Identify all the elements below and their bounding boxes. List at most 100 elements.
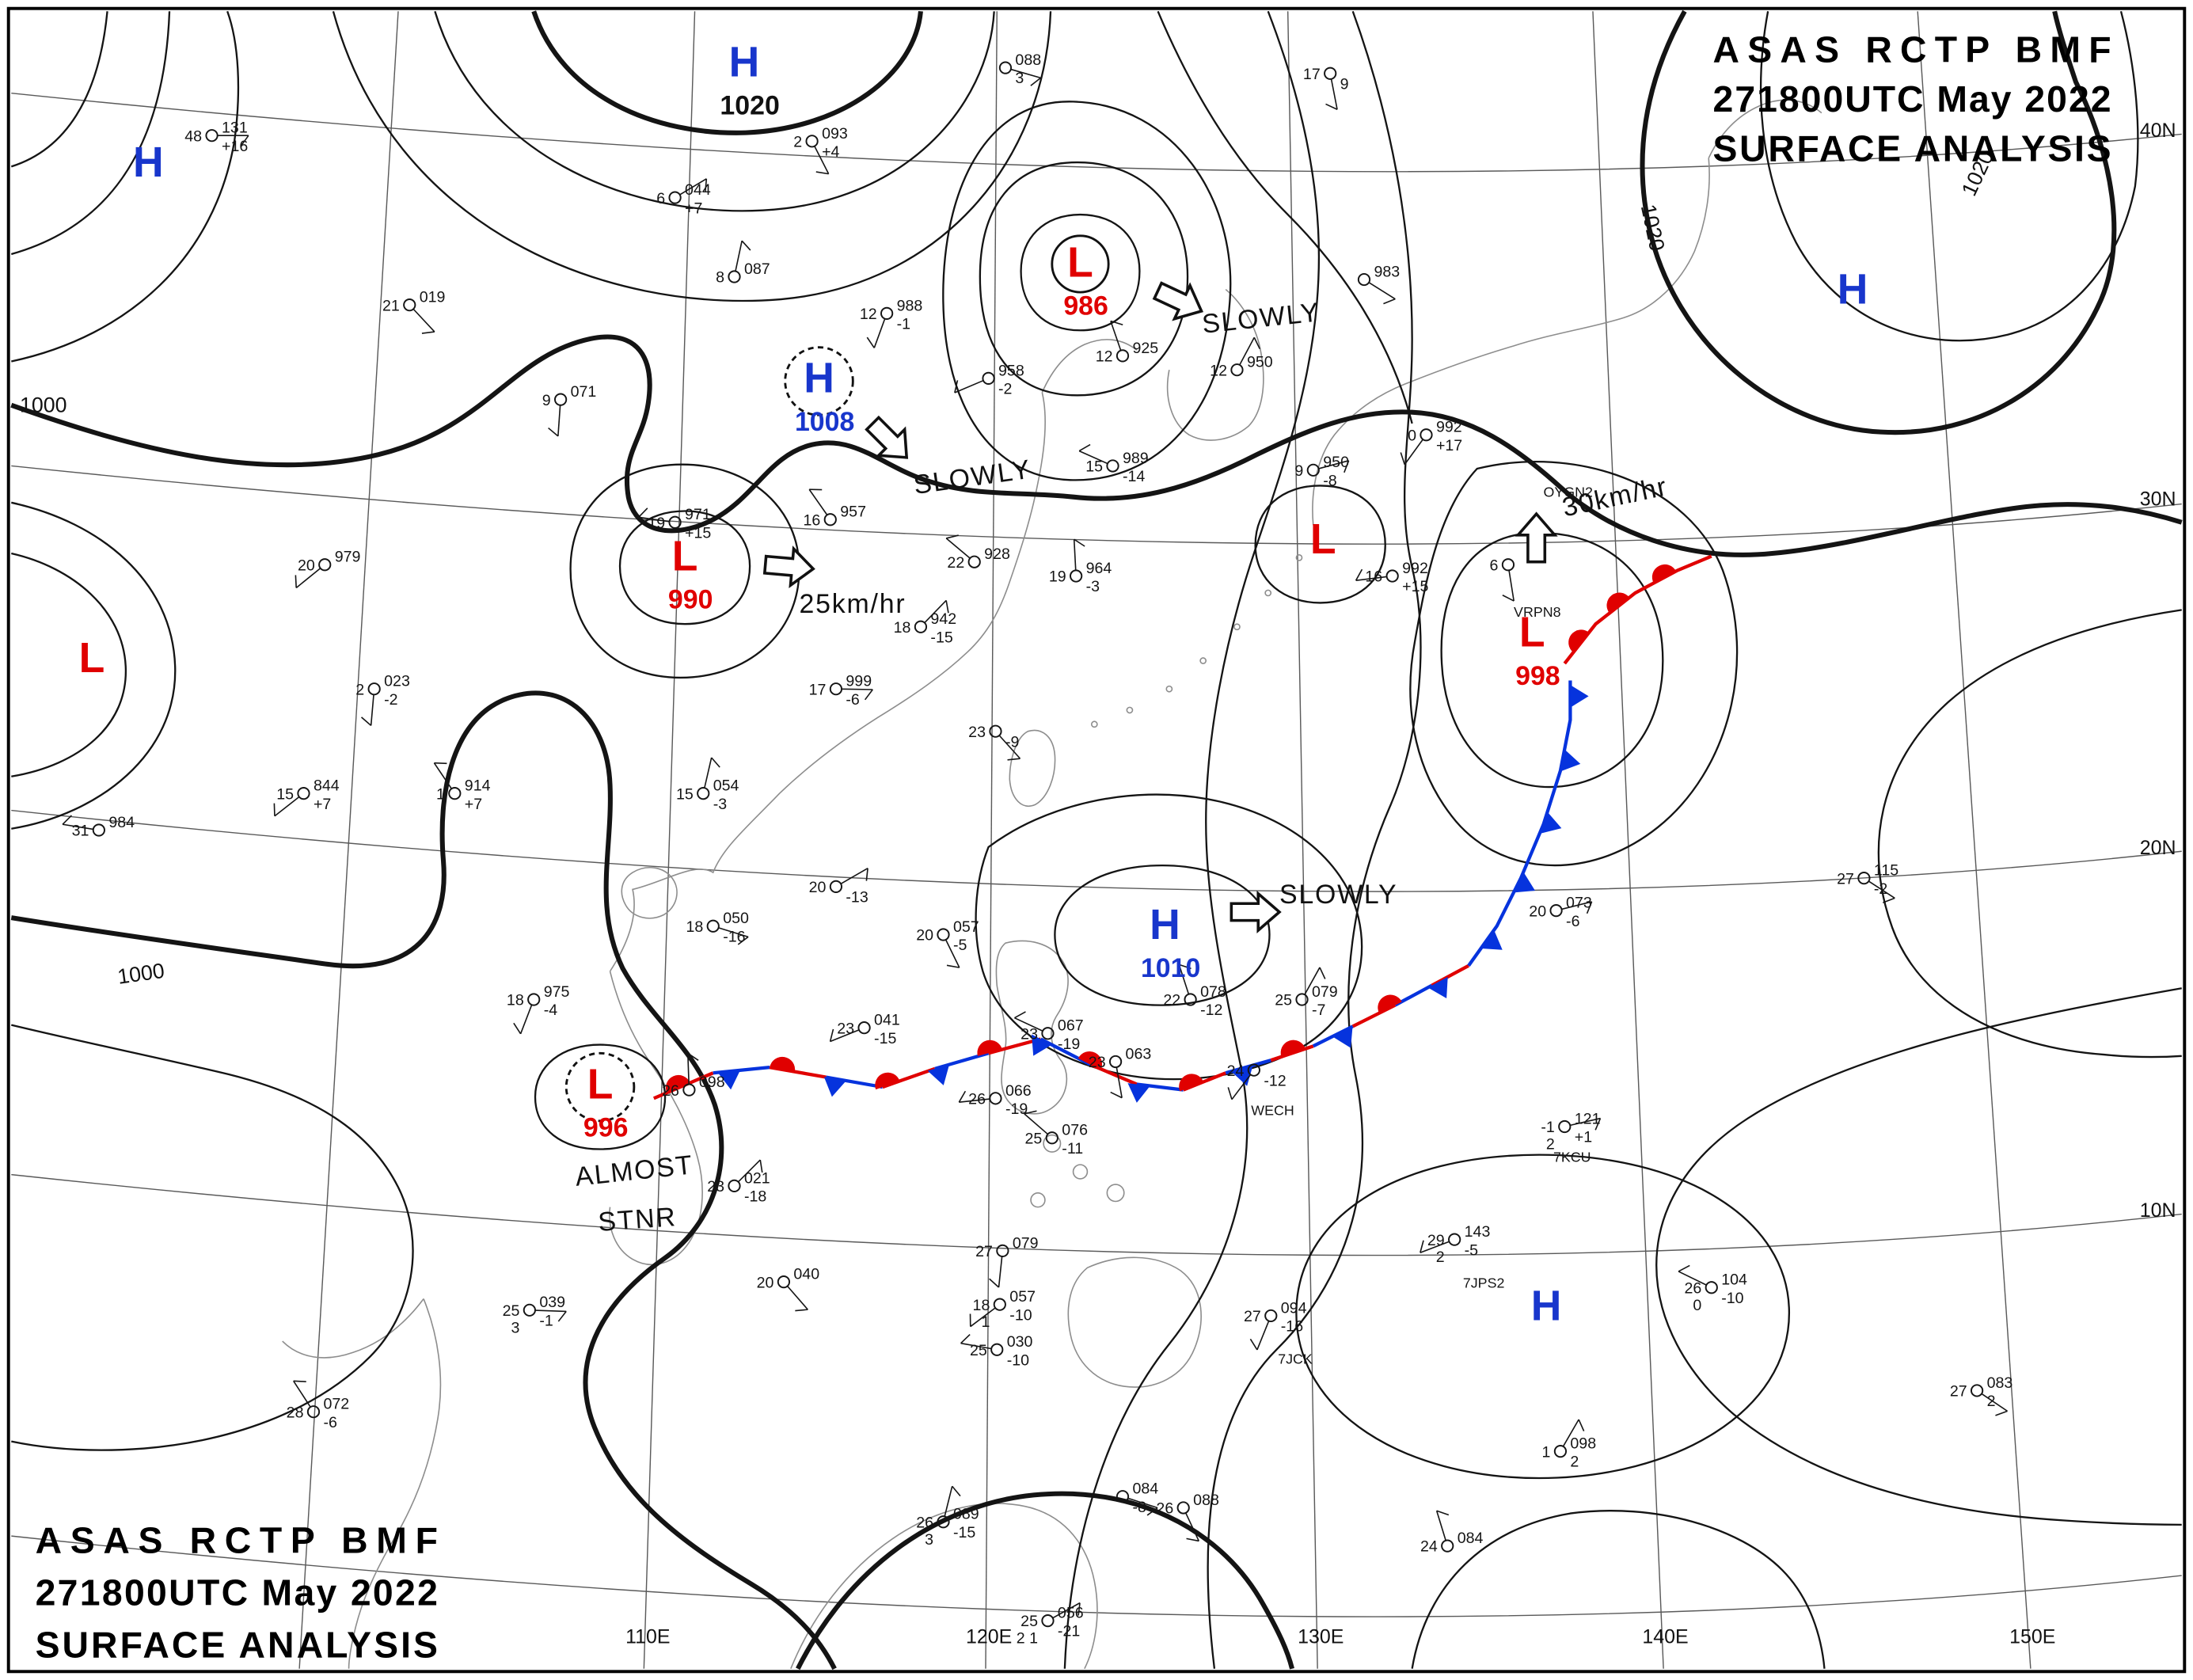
isobar-lines <box>10 10 2183 1670</box>
station-circle-icon <box>367 682 381 696</box>
station-pressure: 073 <box>1566 895 1592 912</box>
station-circle-icon <box>1070 569 1083 583</box>
wind-barb-icon <box>954 379 984 393</box>
station-pressure: 039 <box>539 1294 565 1311</box>
station-plot: 20 057-5 <box>916 918 979 968</box>
wind-barb-tick-icon <box>548 427 559 437</box>
title-line-3: SURFACE ANALYSIS <box>1713 127 2111 169</box>
stationary-front-segment <box>934 1051 990 1070</box>
station-circle-icon <box>823 513 837 526</box>
station-temp: 18 <box>973 1297 990 1314</box>
station-plot: 19 964-3 <box>1049 538 1112 595</box>
wind-barb-tick-icon <box>1420 1240 1424 1253</box>
center-ring-icon <box>784 346 854 416</box>
station-tendency: -6 <box>323 1414 337 1431</box>
wind-barb-icon <box>638 516 670 523</box>
station-pressure: 957 <box>840 504 866 521</box>
motion-label: ALMOST <box>574 1150 695 1192</box>
station-tendency: -3 <box>1086 578 1100 595</box>
wind-barb-tick-icon <box>952 1485 961 1497</box>
station-plot: 26 088 <box>1156 1492 1219 1542</box>
center-symbol: H <box>804 355 834 402</box>
stationary-front-segment <box>1182 1071 1226 1092</box>
station-pressure: 984 <box>108 814 135 831</box>
center-value: 996 <box>583 1112 629 1142</box>
station-circle-icon <box>92 823 105 837</box>
latitude-label: 10N <box>2140 1199 2176 1222</box>
title-block-top-right: ASAS RCTP BMF 271800UTC May 2022 SURFACE… <box>1713 29 2111 169</box>
station-circle-icon <box>829 682 843 696</box>
station-plot: 15 844+7 <box>273 777 340 817</box>
station-extra: 2 <box>1436 1249 1445 1266</box>
station-circle-icon <box>697 787 710 800</box>
station-plot: 9 950-8 <box>1294 454 1350 489</box>
station-tendency: -10 <box>1007 1351 1029 1369</box>
station-temp: 16 <box>803 511 820 529</box>
station-temp: 26 <box>662 1082 679 1100</box>
movement-arrow-icon <box>762 545 815 589</box>
wind-barb-tick-icon <box>1253 336 1260 350</box>
station-plot: 23 041-15 <box>829 1012 900 1047</box>
station-circle-icon <box>668 191 682 204</box>
station-circle-icon <box>1264 1309 1278 1323</box>
stationary-front-segment <box>1312 1024 1354 1048</box>
station-circle-icon <box>1553 1445 1568 1458</box>
station-pressure: 057 <box>1009 1288 1036 1306</box>
warm-front-symbol-icon <box>1606 592 1630 614</box>
wind-barb-tick-icon <box>960 1333 971 1344</box>
wind-barb-icon <box>1678 1271 1707 1286</box>
station-temp: 6 <box>656 190 665 207</box>
wind-barb-tick-icon <box>1436 1510 1450 1516</box>
station-plot: 28 072-6 <box>287 1380 349 1431</box>
station-circle-icon <box>937 1515 950 1529</box>
station-temp: 20 <box>757 1274 774 1291</box>
wind-barb-icon <box>1368 282 1396 300</box>
station-tendency: -5 <box>953 937 967 954</box>
station-temp: 12 <box>860 306 877 323</box>
map-labels: SLOWLYSLOWLY25km/hrSLOWLY30km/hrALMOSTST… <box>20 147 1998 1237</box>
station-pressure: 844 <box>314 777 340 795</box>
station-pressure: 942 <box>930 610 956 628</box>
station-pressure: 093 <box>822 125 848 143</box>
wind-barb-icon <box>1981 1393 2008 1412</box>
wind-barb-icon <box>1014 1017 1043 1032</box>
station-temp: 23 <box>1020 1025 1038 1043</box>
wind-barb-icon <box>1178 964 1190 994</box>
station-circle-icon <box>448 787 462 800</box>
station-tendency: +15 <box>685 524 711 542</box>
station-circle-icon <box>1230 363 1244 377</box>
station-tendency: -2 <box>384 691 397 709</box>
wind-barb-tick-icon <box>865 868 868 881</box>
station-plot: 2 023-2 <box>355 673 410 726</box>
pressure-center-l: L 996 <box>564 1051 636 1142</box>
station-circle-icon <box>1247 1063 1260 1077</box>
wind-barb-tick-icon <box>421 331 435 334</box>
station-temp: 20 <box>298 557 315 574</box>
wind-barb-icon <box>295 568 321 589</box>
station-tendency: -7 <box>1312 1002 1325 1019</box>
station-plot: 18 050-16 <box>686 910 749 945</box>
wind-barb-tick-icon <box>795 1309 808 1312</box>
wind-barb-icon <box>370 694 374 726</box>
station-temp: 23 <box>837 1020 854 1037</box>
station-plot: 17 9 <box>1303 66 1349 110</box>
motion-label: 30km/hr <box>1560 471 1670 523</box>
station-tendency: -9 <box>1005 733 1019 751</box>
station-plot: 25 079-7 <box>1275 967 1338 1019</box>
wind-barb-tick-icon <box>1578 1419 1585 1431</box>
station-temp: 18 <box>894 619 911 637</box>
station-plot: 20 -13 <box>809 867 868 906</box>
longitude-label: 130E <box>1298 1626 1344 1648</box>
warm-front-symbol-icon <box>1077 1051 1103 1070</box>
station-circle-icon <box>682 1083 696 1097</box>
title-line-2: 271800UTC May 2022 <box>36 1572 438 1613</box>
station-circle-icon <box>553 393 568 406</box>
wind-barb-tick-icon <box>295 575 297 588</box>
station-circle-icon <box>1045 1131 1058 1145</box>
station-id: VRPN8 <box>1514 604 1561 620</box>
station-plot: 6 <box>1490 557 1515 602</box>
wind-barb-tick-icon <box>866 336 875 348</box>
wind-barb-icon <box>718 927 749 938</box>
station-circle-icon <box>1041 1613 1055 1628</box>
